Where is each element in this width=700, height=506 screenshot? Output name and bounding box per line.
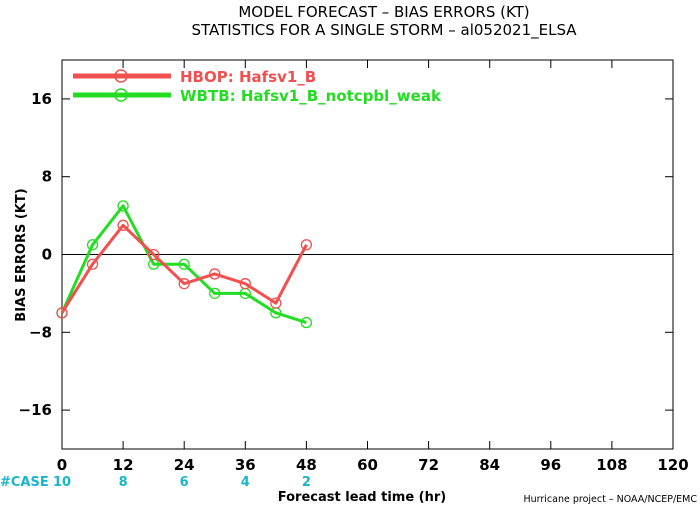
x-tick-label: 60 — [357, 456, 378, 474]
data-point — [270, 297, 282, 309]
data-point — [56, 307, 68, 319]
x-tick-label: 24 — [174, 456, 195, 474]
y-tick-label: 0 — [42, 246, 52, 264]
legend-label: WBTB: Hafsv1_B_notcpbl_weak — [180, 87, 442, 105]
x-axis-label: Forecast lead time (hr) — [278, 490, 446, 505]
data-point — [178, 258, 190, 270]
data-point — [117, 200, 129, 212]
x-tick-label: 48 — [296, 456, 317, 474]
x-tick-label: 108 — [596, 456, 627, 474]
x-axis-ticks: 0 12 24 36 48 60 72 84 96 108 120 — [57, 60, 689, 474]
legend-swatch-marker — [114, 69, 128, 83]
y-tick-label: −16 — [19, 401, 52, 419]
x-tick-label: 36 — [235, 456, 256, 474]
data-point — [209, 268, 221, 280]
chart-subtitle: STATISTICS FOR A SINGLE STORM – al052021… — [191, 21, 577, 40]
data-point — [239, 278, 251, 290]
y-axis-ticks: 16 8 0 −8 −16 — [19, 90, 673, 419]
y-tick-label: −8 — [29, 323, 52, 341]
case-count: 6 — [180, 475, 189, 490]
x-tick-label: 12 — [113, 456, 134, 474]
data-point — [86, 258, 99, 270]
x-tick-label: 84 — [479, 456, 500, 474]
y-axis-label: BIAS ERRORS (KT) — [14, 188, 29, 321]
x-tick-label: 0 — [57, 456, 67, 474]
data-point — [209, 287, 221, 300]
series-layer — [56, 200, 313, 329]
case-count: 10 — [53, 475, 71, 490]
data-point — [117, 219, 129, 231]
legend-swatch-marker — [114, 88, 128, 102]
series-line-2 — [60, 204, 307, 325]
data-point — [147, 248, 160, 261]
case-count: 8 — [119, 475, 128, 490]
series-line-1 — [60, 223, 308, 314]
case-count: 4 — [241, 475, 250, 490]
x-tick-label: 120 — [657, 456, 688, 474]
data-point — [86, 239, 99, 251]
case-counts: #CASE 10 8 6 4 2 — [0, 475, 311, 490]
data-point — [300, 239, 313, 251]
legend-label: HBOP: Hafsv1_B — [180, 68, 316, 86]
y-tick-label: 16 — [31, 90, 52, 108]
x-tick-label: 72 — [418, 456, 439, 474]
data-point — [178, 278, 190, 290]
y-tick-label: 8 — [42, 168, 52, 186]
x-tick-label: 96 — [540, 456, 561, 474]
data-point — [300, 316, 313, 329]
case-label: #CASE — [0, 475, 49, 490]
credit-text: Hurricane project – NOAA/NCEP/EMC — [523, 494, 697, 505]
chart-title: MODEL FORECAST – BIAS ERRORS (KT) — [238, 3, 529, 21]
case-count: 2 — [302, 475, 311, 490]
